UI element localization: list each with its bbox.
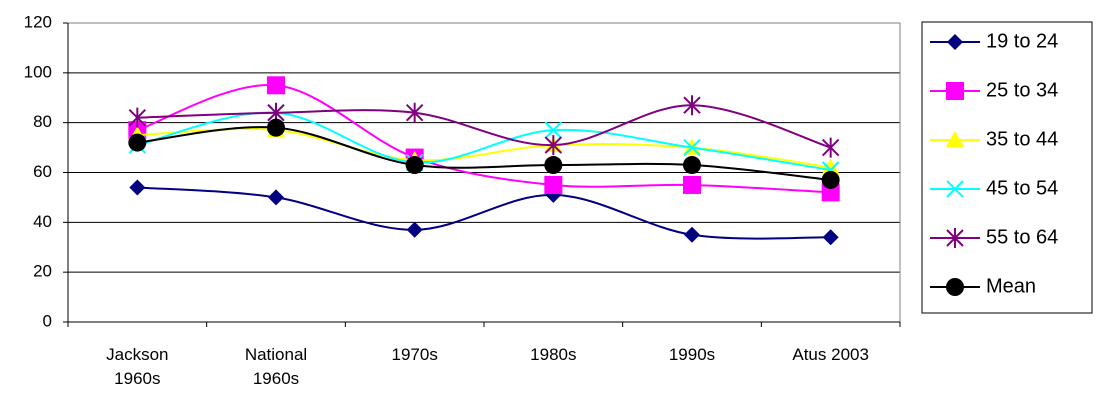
y-tick-label: 80 bbox=[33, 112, 52, 131]
series-line bbox=[137, 126, 831, 181]
marker bbox=[405, 102, 424, 123]
marker bbox=[268, 189, 284, 206]
marker bbox=[821, 170, 840, 189]
marker bbox=[946, 228, 964, 248]
y-tick-label: 20 bbox=[33, 262, 52, 281]
x-tick-label: 1970s bbox=[392, 345, 438, 364]
legend-label: 25 to 34 bbox=[986, 79, 1058, 101]
marker bbox=[544, 135, 563, 156]
y-tick-label: 40 bbox=[33, 212, 52, 231]
legend-label: Mean bbox=[986, 275, 1036, 297]
y-tick-label: 0 bbox=[43, 311, 52, 330]
series-line bbox=[137, 104, 831, 149]
marker bbox=[267, 76, 285, 95]
legend-label: 55 to 64 bbox=[986, 226, 1058, 248]
marker bbox=[821, 183, 840, 202]
x-tick-label: 1980s bbox=[530, 345, 576, 364]
y-tick-label: 120 bbox=[24, 12, 52, 31]
marker bbox=[683, 95, 701, 116]
marker bbox=[544, 156, 563, 175]
marker bbox=[946, 131, 964, 147]
marker bbox=[544, 175, 563, 194]
x-tick-label: Jackson 1960s bbox=[106, 345, 168, 388]
x-tick-label: Atus 2003 bbox=[792, 345, 869, 364]
marker bbox=[684, 226, 700, 243]
marker bbox=[947, 34, 963, 50]
legend-label: 45 to 54 bbox=[986, 177, 1058, 199]
series-line bbox=[137, 84, 831, 194]
marker bbox=[129, 179, 146, 196]
marker bbox=[946, 180, 964, 198]
y-tick-label: 100 bbox=[24, 62, 52, 81]
x-tick-label: 1990s bbox=[669, 345, 715, 364]
marker bbox=[267, 118, 285, 137]
series-line bbox=[137, 186, 831, 240]
legend-label: 19 to 24 bbox=[986, 30, 1058, 52]
legend-label: 35 to 44 bbox=[986, 128, 1058, 150]
marker bbox=[821, 137, 840, 158]
marker bbox=[406, 221, 423, 238]
x-tick-label: National 1960s bbox=[245, 345, 307, 388]
marker bbox=[946, 278, 964, 296]
marker bbox=[405, 156, 424, 175]
marker bbox=[128, 107, 147, 128]
marker bbox=[128, 133, 147, 152]
marker bbox=[821, 158, 840, 175]
marker bbox=[683, 175, 701, 194]
series-line bbox=[137, 111, 831, 171]
legend-box bbox=[921, 21, 1093, 314]
marker bbox=[683, 156, 701, 175]
y-tick-label: 60 bbox=[33, 162, 52, 181]
marker bbox=[544, 121, 563, 139]
marker bbox=[683, 138, 701, 157]
marker bbox=[946, 82, 964, 100]
marker bbox=[822, 229, 839, 246]
